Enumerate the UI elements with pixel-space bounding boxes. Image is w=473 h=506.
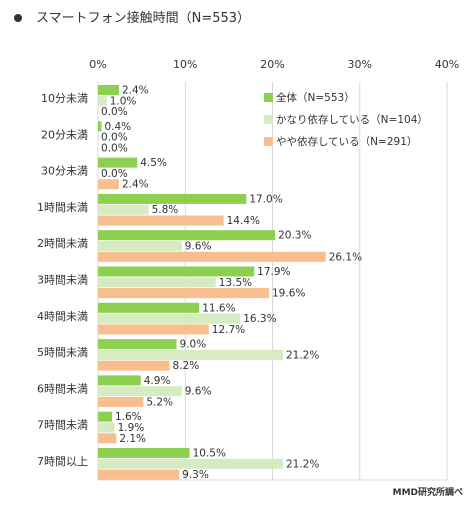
data-label: 12.7% [212, 324, 245, 336]
bar [98, 277, 216, 288]
category-label: 7時間未満 [37, 419, 88, 432]
bar [98, 85, 119, 95]
data-label: 8.2% [173, 360, 200, 372]
bar [98, 469, 180, 480]
bar [98, 95, 107, 106]
bar [98, 215, 224, 226]
data-label: 14.4% [227, 215, 260, 227]
x-tick-label: 10% [173, 58, 197, 71]
category-label: 1時間未満 [37, 201, 88, 214]
bar [98, 386, 182, 397]
data-label: 0.0% [101, 168, 128, 180]
category-label: 4時間未満 [37, 310, 88, 323]
data-label: 2.4% [122, 85, 149, 97]
bar [98, 241, 182, 251]
data-label: 26.1% [329, 251, 362, 263]
data-label: 1.6% [115, 411, 142, 423]
category-label: 2時間未満 [37, 237, 88, 250]
source-note: MMD研究所調べ [392, 488, 463, 498]
x-tick-label: 30% [348, 58, 372, 71]
category-label: 30分未満 [41, 165, 88, 178]
category-label: 10分未満 [41, 92, 88, 105]
bar [98, 313, 241, 324]
category-label: 7時間以上 [37, 455, 88, 468]
bar [98, 324, 209, 335]
bar [98, 411, 112, 422]
data-label: 5.8% [152, 204, 179, 216]
bar [98, 349, 283, 360]
bar [98, 230, 276, 241]
bar [98, 422, 115, 433]
data-label: 5.2% [146, 397, 173, 409]
bar [98, 288, 270, 299]
data-label: 1.0% [110, 95, 137, 107]
data-label: 2.1% [119, 433, 146, 445]
bar [98, 302, 200, 313]
legend-label: かなり依存している（N=104） [276, 113, 428, 126]
legend-label: 全体（N=553） [276, 91, 355, 104]
data-label: 17.0% [249, 193, 282, 205]
legend-label: やや依存している（N=291） [276, 135, 417, 148]
data-label: 19.6% [272, 288, 305, 300]
category-label: 6時間未満 [37, 382, 88, 395]
data-label: 10.5% [193, 448, 226, 460]
data-label: 21.2% [286, 349, 319, 361]
data-label: 0.4% [104, 121, 131, 133]
bar [98, 157, 138, 168]
legend-swatch [264, 137, 273, 146]
bar [98, 433, 117, 444]
bar [98, 458, 283, 469]
data-label: 16.3% [243, 313, 276, 325]
data-label: 9.6% [185, 241, 212, 253]
data-label: 9.3% [182, 469, 209, 481]
chart-title-text: スマートフォン接触時間（N=553） [36, 11, 251, 26]
bar [98, 360, 170, 371]
bar [98, 251, 326, 262]
x-tick-label: 40% [435, 58, 459, 71]
data-label: 0.0% [101, 132, 128, 144]
x-tick-label: 20% [260, 58, 284, 71]
bar [98, 448, 190, 458]
legend-swatch [264, 93, 273, 102]
category-label: 5時間未満 [37, 346, 88, 359]
bar [98, 339, 177, 350]
data-label: 11.6% [202, 302, 235, 314]
data-label: 1.9% [118, 422, 145, 434]
x-tick-label: 0% [89, 58, 106, 71]
data-label: 2.4% [122, 179, 149, 191]
category-label: 20分未満 [41, 128, 88, 141]
bar [98, 266, 255, 277]
bar [98, 375, 141, 386]
bar [98, 397, 144, 407]
data-label: 13.5% [219, 277, 252, 289]
chart-title: スマートフォン接触時間（N=553） [14, 7, 250, 26]
data-label: 0.0% [101, 106, 128, 118]
data-label: 9.0% [180, 339, 207, 351]
bullet-icon [14, 13, 22, 22]
data-label: 0.0% [101, 142, 128, 154]
data-label: 4.5% [140, 157, 167, 169]
legend-swatch [264, 115, 273, 124]
category-label: 3時間未満 [37, 274, 88, 287]
data-label: 21.2% [286, 458, 319, 470]
data-label: 4.9% [144, 375, 171, 387]
data-label: 9.6% [185, 386, 212, 398]
bar [98, 121, 102, 132]
data-label: 17.9% [257, 266, 290, 278]
bar [98, 179, 119, 190]
bar [98, 193, 247, 204]
bar [98, 204, 149, 215]
data-label: 20.3% [278, 230, 311, 242]
